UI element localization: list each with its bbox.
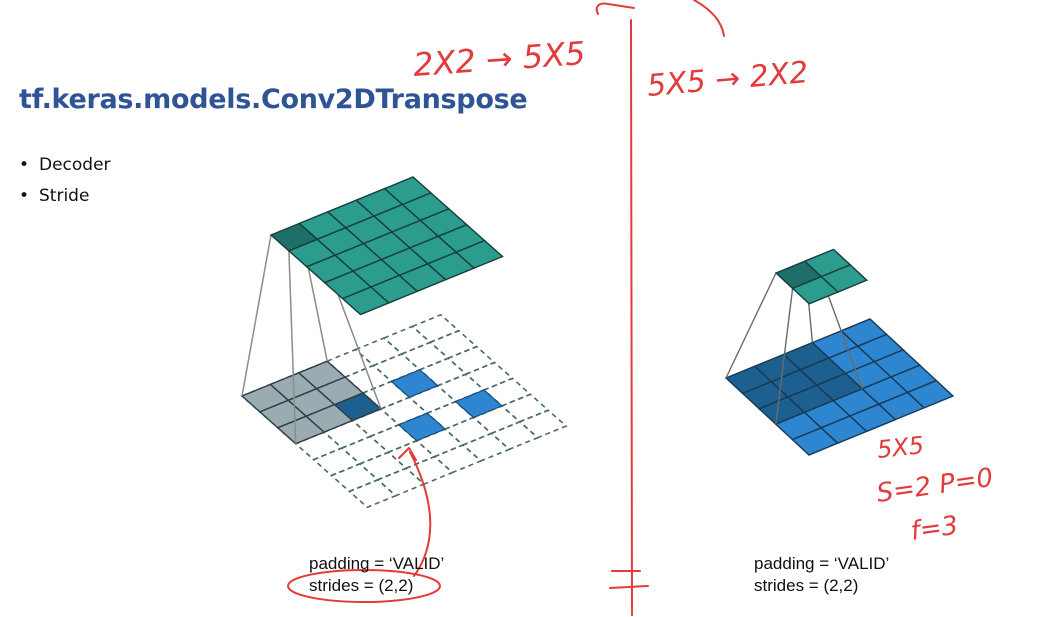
- bullet-dot-icon: •: [19, 186, 30, 206]
- dashed-cell: [461, 432, 511, 462]
- bullet-list: • Decoder • Stride: [19, 153, 111, 215]
- input-grid-blue: [724, 318, 955, 456]
- dashed-cell: [340, 435, 390, 465]
- bullet-item: • Decoder: [19, 153, 111, 184]
- output-grid-teal: [269, 176, 504, 316]
- right-caption: padding = ‘VALID’ strides = (2,2): [754, 553, 889, 597]
- dashed-cell: [410, 313, 461, 344]
- slide-title: tf.keras.models.Conv2DTranspose: [19, 84, 528, 115]
- bullet-dot-icon: •: [19, 155, 30, 175]
- output-grid-teal: [774, 248, 869, 305]
- left-strides-label: strides = (2,2): [309, 576, 414, 595]
- right-strides-label: strides = (2,2): [754, 576, 859, 595]
- input-cell: [397, 412, 447, 442]
- bullet-item: • Stride: [19, 184, 111, 215]
- ink-scribble: [693, 0, 725, 37]
- input-cells: [390, 369, 504, 442]
- ink-note-params: S=2 P=0: [875, 463, 995, 509]
- output-cell: [820, 263, 869, 293]
- left-caption: padding = ‘VALID’ strides = (2,2): [309, 553, 444, 597]
- ink-note-filter: f=3: [909, 511, 960, 547]
- dashed-cell: [330, 462, 380, 493]
- dashed-cell: [347, 478, 398, 509]
- left-padding-label: padding = ‘VALID’: [309, 554, 445, 573]
- dashed-cell: [382, 325, 432, 355]
- input-cell: [454, 389, 504, 419]
- dashed-cell: [518, 409, 568, 439]
- dashed-cell: [443, 416, 493, 446]
- ink-note-left: 2X2 → 5X5: [412, 34, 587, 84]
- ink-note-size: 5X5: [876, 431, 926, 464]
- dashed-cell: [446, 345, 496, 376]
- ink-annotations: [287, 0, 725, 616]
- input-cell: [390, 369, 439, 398]
- dashed-cell: [404, 455, 454, 486]
- dashed-cell: [428, 329, 479, 360]
- dashed-cell: [376, 467, 426, 497]
- projection-line: [288, 250, 297, 444]
- ink-arrow-head-icon: [398, 447, 417, 461]
- dashed-cell: [500, 393, 550, 423]
- projection-line: [725, 272, 777, 379]
- right-padding-label: padding = ‘VALID’: [754, 554, 890, 573]
- ink-note-right: 5X5 → 2X2: [646, 55, 810, 104]
- ink-text: 2X2 → 5X5 5X5 → 2X2 5X5 S=2 P=0 f=3: [412, 34, 995, 547]
- output-cell: [454, 239, 504, 269]
- dashed-cell: [489, 420, 540, 451]
- ink-scribble: [595, 2, 635, 15]
- dashed-cell: [400, 341, 450, 371]
- dashed-cell: [464, 361, 514, 391]
- projection-line: [775, 288, 794, 425]
- bullet-text-decoder: Decoder: [39, 155, 111, 175]
- ink-divider-line: [630, 19, 633, 616]
- ink-equals-mark: [609, 570, 649, 589]
- bullet-text-stride: Stride: [39, 186, 90, 206]
- ink-arrow-line: [409, 451, 432, 577]
- dashed-cell: [312, 447, 362, 477]
- ink-ellipse: [287, 569, 441, 603]
- projection-line: [241, 234, 272, 397]
- input-cell: [906, 379, 955, 409]
- dashed-cell: [433, 444, 483, 474]
- kernel-footprint: [240, 360, 383, 445]
